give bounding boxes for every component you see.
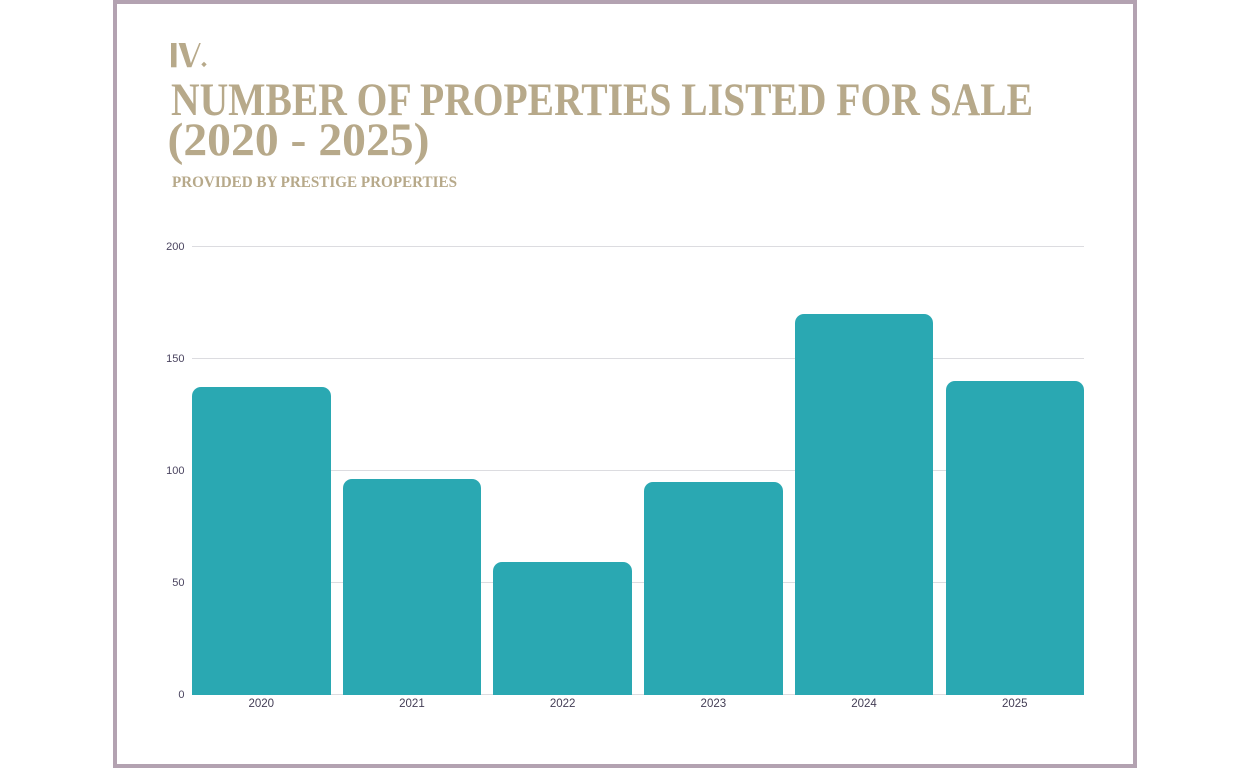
svg-text:PROVIDED BY PRESTIGE PROPERTIE: PROVIDED BY PRESTIGE PROPERTIES: [172, 174, 457, 191]
svg-text:NUMBER OF PROPERTIES LISTED FO: NUMBER OF PROPERTIES LISTED FOR SALE: [171, 75, 1033, 126]
svg-text:(2020 - 2025): (2020 - 2025): [168, 114, 430, 166]
